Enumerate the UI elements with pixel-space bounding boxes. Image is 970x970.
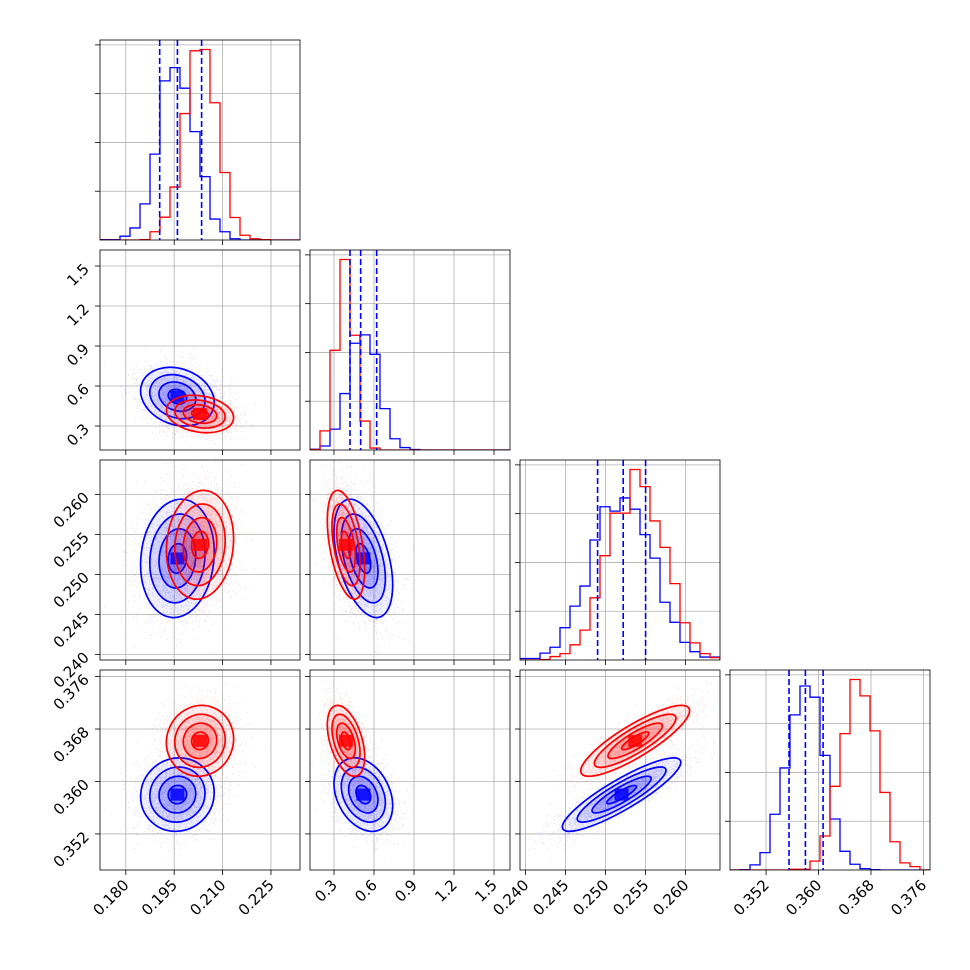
panel-content [730,670,930,870]
density-peak-series-1 [628,734,643,747]
panel-frame [99,459,301,661]
density-peak-series-1 [339,538,353,551]
panel-content [100,670,300,870]
x-tick-label: 0.210 [186,876,229,919]
y-tick-label: 0.6 [63,380,93,410]
y-tick-label: 0.3 [63,420,93,450]
x-tick-label: 0.376 [887,876,930,919]
panel-content [310,250,510,450]
y-tick-label: 0.245 [50,609,93,652]
panel-frame [729,669,931,871]
x-tick-label: 0.255 [609,876,652,919]
panel-content [310,670,510,870]
x-tick-label: 0.352 [730,876,773,919]
panel-0-0 [95,39,301,245]
y-tick-label: 0.255 [50,529,93,572]
panel-1-0: 0.3 0.6 0.9 1.2 1.5 [63,249,301,455]
scatter-series-1 [148,460,266,639]
y-tick-label: 1.5 [63,260,93,290]
density-peak-series-0 [356,788,371,801]
x-tick-label: 0.180 [90,876,133,919]
panel-2-2 [515,459,721,665]
histogram-series-1 [730,678,930,870]
scatter-series-1 [148,382,266,447]
x-tick-label: 0.250 [569,876,612,919]
density-peak-series-0 [170,788,185,801]
panel-frame [519,669,721,871]
density-peak-series-0 [170,552,185,565]
y-tick-label: 0.360 [50,776,93,819]
panel-frame [99,249,301,451]
x-tick-label: 0.9 [391,876,421,906]
density-peak-series-1 [193,734,207,747]
panel-content [520,460,720,660]
y-tick-label: 1.2 [63,300,93,330]
density-peak-series-1 [339,734,353,747]
panel-frame [309,459,511,661]
density-peak-series-1 [193,408,207,420]
x-tick-label: 0.225 [235,876,278,919]
panel-content [100,460,300,660]
y-tick-label: 0.9 [63,340,93,370]
density-peak-series-0 [614,788,629,801]
x-tick-label: 0.240 [489,876,532,919]
histogram-series-1 [310,258,510,450]
panel-content [310,460,510,660]
panel-3-1: 0.3 0.6 0.9 1.2 1.5 [305,669,511,906]
y-tick-label: 0.352 [50,828,93,871]
histogram-series-0 [310,334,510,450]
x-tick-label: 0.6 [351,876,381,906]
panel-1-1 [305,249,511,455]
y-tick-label: 0.250 [50,569,93,612]
scatter-series-1 [148,681,266,806]
panel-frame [99,669,301,871]
x-tick-label: 0.195 [138,876,181,919]
x-tick-label: 0.360 [782,876,825,919]
x-tick-label: 0.3 [311,876,341,906]
x-tick-label: 1.2 [431,876,461,906]
panel-content [520,670,720,870]
panel-frame [309,669,511,871]
y-tick-label: 0.260 [50,489,93,532]
histogram-series-1 [520,468,720,660]
panel-content [100,40,300,240]
panel-3-3: 0.352 0.360 0.368 0.376 [725,669,931,919]
y-tick-label: 0.368 [50,723,93,766]
histogram-series-0 [520,497,720,660]
x-tick-label: 0.245 [529,876,572,919]
panel-frame [519,459,721,661]
x-tick-label: 0.260 [649,876,692,919]
panel-frame [309,249,511,451]
x-tick-label: 0.368 [835,876,878,919]
panel-2-1 [305,459,511,665]
density-peak-series-1 [193,538,207,551]
panel-content [100,250,300,450]
panel-frame [99,39,301,241]
